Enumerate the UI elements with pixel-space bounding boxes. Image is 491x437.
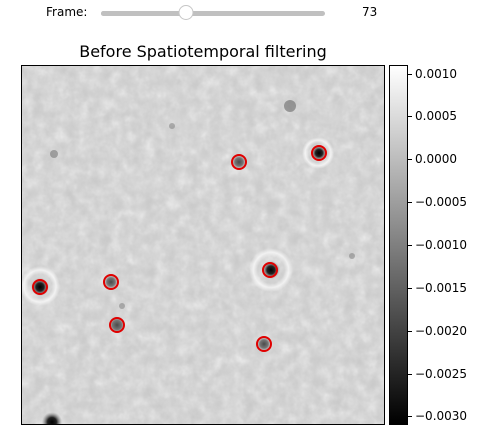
plot-title: Before Spatiotemporal filtering (79, 42, 327, 61)
image-texture (22, 66, 384, 424)
tick-mark (408, 330, 412, 332)
image-area (21, 65, 385, 425)
microscopy-image (22, 66, 384, 424)
particle (109, 317, 125, 333)
frame-slider-label: Frame: (46, 5, 88, 19)
colorbar-tick: −0.0015 (408, 281, 488, 295)
detection-marker (262, 262, 278, 278)
tick-label: −0.0015 (415, 280, 468, 295)
tick-mark (408, 73, 412, 75)
tick-mark (408, 287, 412, 289)
tick-label: −0.0025 (415, 366, 468, 381)
colorbar-tick: 0.0005 (408, 109, 488, 123)
tick-mark (408, 373, 412, 375)
tick-mark (408, 116, 412, 118)
particle (257, 337, 271, 351)
detection-markers (32, 145, 327, 352)
particle (232, 155, 246, 169)
frame-value: 73 (362, 5, 378, 19)
tick-label: −0.0030 (415, 409, 468, 424)
detection-marker (311, 145, 327, 161)
colorbar-tick: −0.0025 (408, 367, 488, 381)
colorbar-tick: 0.0010 (408, 67, 488, 81)
tick-label: 0.0005 (415, 109, 457, 124)
tick-label: −0.0005 (415, 195, 468, 210)
tick-label: −0.0020 (415, 323, 468, 338)
colorbar-tick: −0.0005 (408, 195, 488, 209)
frame-slider-fill (101, 11, 187, 16)
tick-mark (408, 202, 412, 204)
colorbar-tick: −0.0020 (408, 324, 488, 338)
colorbar-tick: −0.0010 (408, 238, 488, 252)
tick-mark (408, 245, 412, 246)
particle (42, 412, 62, 424)
tick-label: 0.0000 (415, 152, 457, 167)
tick-label: 0.0010 (415, 66, 457, 81)
detection-marker (231, 154, 247, 170)
colorbar-tick: 0.0000 (408, 152, 488, 166)
tick-mark (408, 159, 412, 161)
colorbar-gradient (390, 66, 407, 424)
colorbar (389, 65, 408, 425)
particle (311, 145, 327, 161)
frame-slider-handle[interactable] (178, 5, 194, 20)
detection-marker (256, 336, 272, 352)
tick-mark (408, 416, 412, 418)
particle (104, 275, 118, 289)
detection-marker (109, 317, 125, 333)
colorbar-tick: −0.0030 (408, 409, 488, 423)
speckles (50, 100, 355, 309)
frame-slider[interactable] (101, 5, 325, 20)
tick-label: −0.0010 (415, 238, 468, 252)
detection-marker (32, 279, 48, 295)
detection-marker (103, 274, 119, 290)
